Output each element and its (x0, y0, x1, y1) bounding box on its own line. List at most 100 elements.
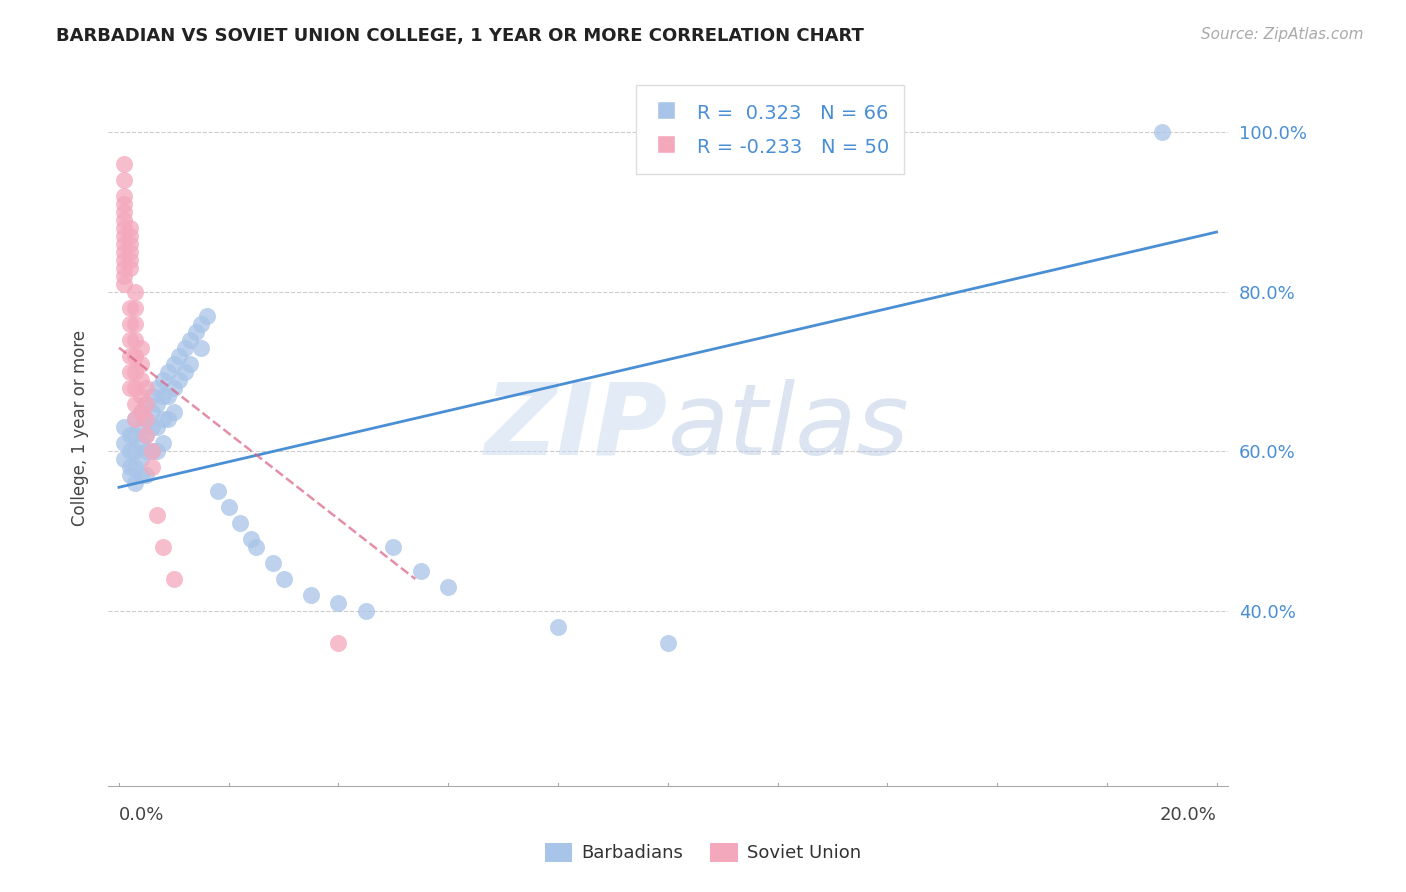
Point (114, 229, 136, 244)
Point (135, 412, 157, 426)
Text: Source: ZipAtlas.com: Source: ZipAtlas.com (1201, 27, 1364, 42)
Point (124, 396, 146, 410)
Point (152, 373, 174, 387)
Point (124, 444, 146, 458)
Point (146, 396, 169, 410)
Point (114, 252, 136, 267)
Point (124, 349, 146, 363)
Point (382, 540, 405, 554)
Point (118, 460, 141, 475)
Point (169, 349, 191, 363)
Point (146, 420, 169, 434)
Point (124, 333, 146, 347)
Point (173, 341, 195, 355)
Text: 0.0%: 0.0% (120, 806, 165, 824)
Legend: Barbadians, Soviet Union: Barbadians, Soviet Union (538, 836, 868, 870)
Point (118, 244, 141, 259)
Point (299, 588, 322, 602)
Point (179, 357, 201, 371)
Point (228, 516, 250, 531)
Point (118, 317, 141, 331)
Point (129, 373, 152, 387)
Point (169, 373, 191, 387)
Point (118, 365, 141, 379)
Point (245, 540, 267, 554)
Point (195, 309, 218, 323)
Point (163, 381, 186, 395)
Point (273, 572, 295, 586)
Point (124, 412, 146, 426)
Point (135, 381, 157, 395)
Point (409, 564, 432, 578)
Point (118, 349, 141, 363)
Point (135, 396, 157, 410)
Point (114, 277, 136, 291)
Point (163, 572, 186, 586)
Point (118, 301, 141, 315)
Point (118, 444, 141, 458)
Point (141, 388, 163, 402)
Point (118, 237, 141, 252)
Point (135, 396, 157, 410)
Point (129, 404, 152, 418)
Point (328, 636, 350, 650)
Point (114, 268, 136, 283)
Legend: R =  0.323   N = 66, R = -0.233   N = 50: R = 0.323 N = 66, R = -0.233 N = 50 (637, 86, 904, 174)
Point (239, 532, 262, 546)
Point (141, 420, 163, 434)
Point (184, 325, 207, 339)
Point (152, 412, 174, 426)
Point (141, 460, 163, 475)
Point (124, 476, 146, 491)
Point (129, 468, 152, 483)
Point (118, 260, 141, 275)
Point (114, 157, 136, 171)
Point (118, 381, 141, 395)
Point (135, 444, 157, 458)
Point (129, 420, 152, 434)
Point (190, 317, 212, 331)
Point (114, 205, 136, 219)
Point (129, 404, 152, 418)
Point (163, 357, 186, 371)
Y-axis label: College, 1 year or more: College, 1 year or more (72, 329, 89, 525)
Point (114, 260, 136, 275)
Point (114, 420, 136, 434)
Point (157, 388, 180, 402)
Point (114, 213, 136, 227)
Point (114, 221, 136, 235)
Point (173, 365, 195, 379)
Point (141, 444, 163, 458)
Point (354, 604, 377, 618)
Point (114, 237, 136, 252)
Point (114, 197, 136, 211)
Point (114, 452, 136, 467)
Point (179, 333, 201, 347)
Point (124, 381, 146, 395)
Point (157, 365, 180, 379)
Point (118, 221, 141, 235)
Point (152, 436, 174, 450)
Point (118, 252, 141, 267)
Point (152, 388, 174, 402)
Point (114, 244, 136, 259)
Point (657, 636, 679, 650)
Point (141, 404, 163, 418)
Point (129, 452, 152, 467)
Point (114, 189, 136, 203)
Point (124, 301, 146, 315)
Point (118, 333, 141, 347)
Point (124, 285, 146, 299)
Point (118, 468, 141, 483)
Point (135, 412, 157, 426)
Text: atlas: atlas (668, 379, 910, 476)
Point (262, 556, 284, 570)
Point (135, 428, 157, 442)
Point (124, 460, 146, 475)
Point (118, 229, 141, 244)
Point (1150, 125, 1173, 139)
Point (135, 428, 157, 442)
Point (146, 508, 169, 523)
Point (437, 580, 460, 594)
Point (547, 620, 569, 634)
